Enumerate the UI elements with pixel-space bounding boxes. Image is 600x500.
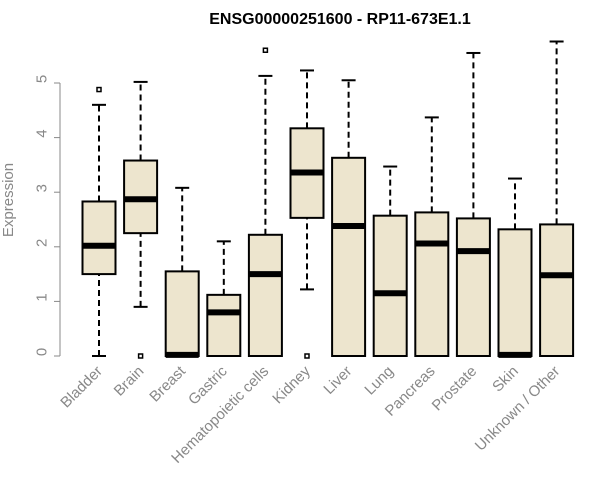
box-lung	[372, 165, 408, 357]
x-tick-label: Brain	[111, 363, 148, 400]
iqr-box	[164, 270, 200, 357]
box-prostate	[455, 51, 491, 357]
x-tick-label: Kidney	[269, 362, 314, 407]
x-tick-label: Liver	[320, 363, 355, 398]
iqr-box	[414, 211, 450, 357]
iqr-box	[497, 228, 533, 357]
box-kidney	[289, 69, 325, 359]
outlier-point	[96, 86, 102, 93]
box-unknown-other	[539, 40, 575, 357]
x-tick-label: Bladder	[57, 363, 106, 412]
y-axis-label: Expression	[0, 163, 17, 237]
outlier-point	[262, 47, 269, 53]
x-tick-label: Skin	[489, 363, 522, 396]
y-tick-label: 4	[34, 129, 51, 137]
box-brain	[123, 80, 159, 359]
box-skin	[497, 177, 533, 358]
box-gastric	[206, 240, 242, 357]
iqr-box	[81, 200, 117, 276]
y-axis: 0 1 2 3 4 5	[34, 75, 61, 357]
box-hematopoietic-cells	[247, 47, 283, 357]
y-tick-label: 1	[34, 293, 51, 301]
iqr-box	[247, 233, 283, 357]
iqr-box	[206, 293, 242, 357]
outlier-point	[304, 353, 310, 359]
iqr-box	[372, 214, 408, 357]
y-tick-label: 0	[34, 348, 51, 356]
boxes-group	[81, 40, 575, 359]
box-bladder	[81, 86, 117, 357]
iqr-box	[331, 156, 367, 357]
y-tick-label: 5	[34, 75, 51, 83]
outlier-point	[137, 353, 144, 359]
iqr-box	[539, 223, 575, 357]
box-liver	[331, 79, 367, 357]
y-tick-label: 2	[34, 239, 51, 247]
iqr-box	[455, 217, 491, 357]
chart-title: ENSG00000251600 - RP11-673E1.1	[209, 11, 471, 28]
x-tick-label: Breast	[146, 362, 189, 405]
x-tick-label: Prostate	[429, 363, 481, 415]
box-pancreas	[414, 116, 450, 357]
x-tick-label: Lung	[361, 363, 397, 399]
y-tick-label: 3	[34, 184, 51, 192]
box-breast	[164, 186, 200, 358]
